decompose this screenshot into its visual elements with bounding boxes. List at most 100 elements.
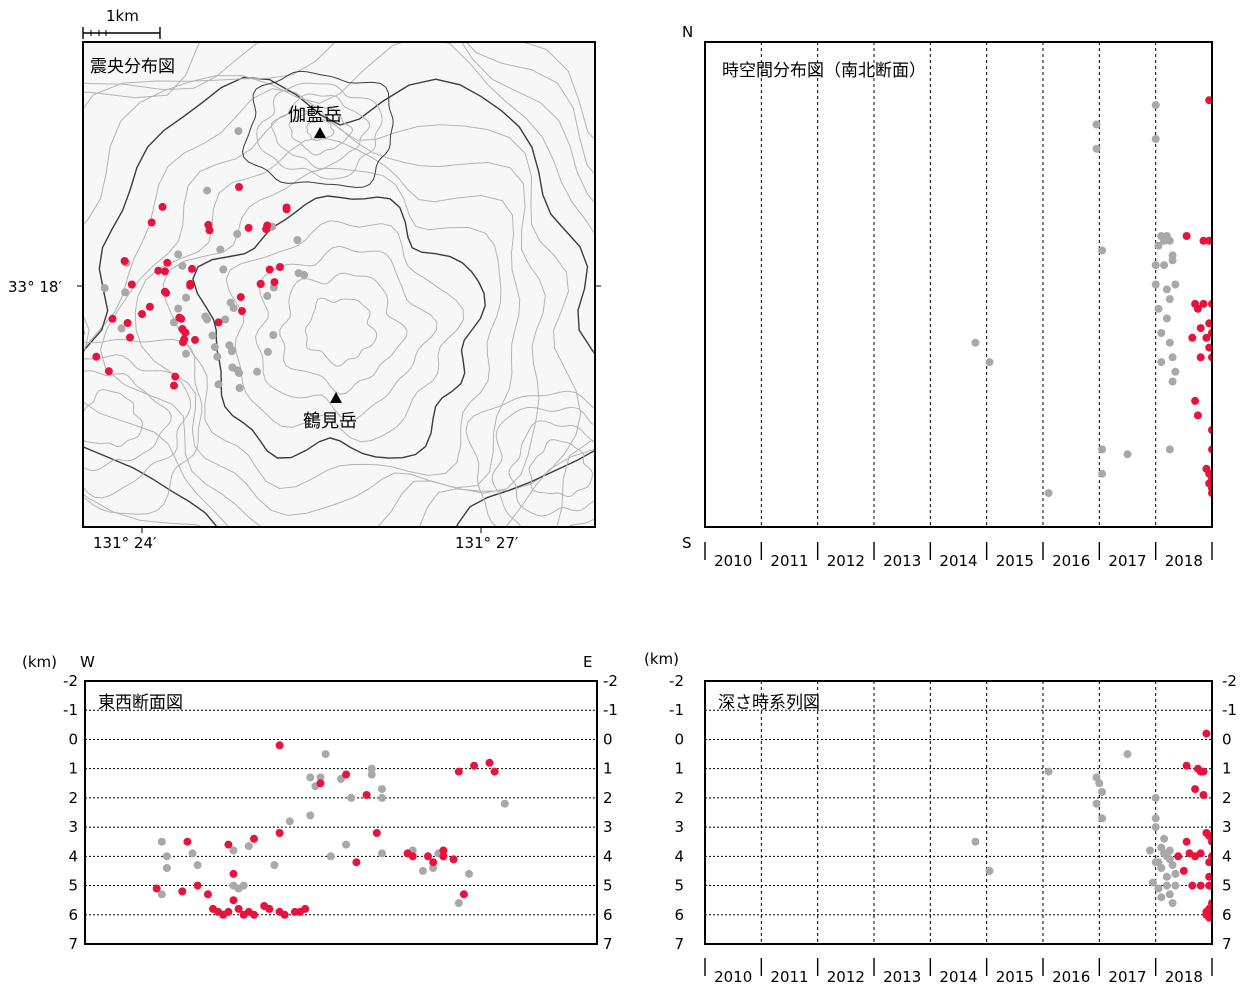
past-event-point	[285, 817, 294, 826]
depth-tick-label: 1	[603, 760, 613, 778]
past-event-point	[1171, 881, 1180, 890]
recent-event-point	[1182, 761, 1191, 770]
volcano-garan: 伽藍岳	[288, 105, 342, 138]
contour-line	[304, 297, 378, 367]
recent-event-point	[127, 280, 136, 289]
depth-axis: -2 -2 -1 -1 0 0 1 1 2 2 3 3 4 4 5 5 6 6 7 7	[63, 672, 618, 953]
past-event-point	[418, 866, 427, 875]
recent-event-point	[1205, 96, 1212, 105]
depth-tick-label: 2	[68, 789, 78, 807]
contour-line	[288, 105, 354, 156]
past-event-point	[1151, 823, 1160, 832]
recent-event-point	[250, 834, 258, 843]
past-event-point	[1151, 101, 1160, 110]
past-event-point	[1162, 285, 1171, 294]
past-event-point	[1171, 280, 1180, 289]
recent-event-point	[1191, 396, 1200, 405]
past-event-point	[500, 799, 509, 808]
depth-time-panel: 深さ時系列図 (km) -2 -2 -1 -1 0 0 1 1 2 2 3 3 4 4 5 5 6 6 7 7 201…	[644, 650, 1237, 986]
recent-event-point	[229, 869, 238, 878]
past-event-point	[157, 837, 166, 846]
ew-section-frame	[84, 680, 598, 945]
past-event-point	[235, 384, 244, 392]
depth-tick-label: -1	[1222, 701, 1237, 719]
recent-event-point	[1196, 353, 1205, 362]
past-event-point	[203, 186, 212, 195]
past-event-point	[182, 293, 190, 302]
recent-event-point	[1199, 299, 1208, 308]
past-event-point	[294, 269, 303, 278]
contour-line	[241, 70, 394, 188]
recent-event-point	[1188, 333, 1197, 342]
recent-event-point	[1191, 785, 1200, 794]
year-tick-label: 2010	[714, 552, 752, 570]
recent-event-point	[424, 852, 432, 861]
depth-tick-label: 3	[674, 818, 684, 836]
depth-tick-label: -2	[603, 672, 618, 690]
depth-tick-label: -1	[63, 701, 78, 719]
depth-tick-label: 3	[603, 818, 613, 836]
recent-event-point	[1214, 339, 1222, 347]
recent-event-point	[276, 263, 284, 271]
recent-event-point	[204, 220, 213, 229]
past-event-point	[178, 261, 187, 270]
volcano-tsurumi: 鶴見岳	[303, 392, 357, 432]
past-event-point	[378, 785, 386, 794]
past-event-point	[170, 318, 178, 327]
recent-event-point	[1205, 831, 1212, 840]
depth-tick-label: 5	[68, 877, 78, 895]
east-label: E	[583, 653, 592, 671]
recent-event-point	[275, 829, 284, 837]
depth-tick-label: 6	[603, 906, 613, 924]
recent-event-point	[282, 205, 291, 214]
scale-bar-label: 1km	[106, 7, 139, 25]
past-event-point	[1044, 767, 1053, 776]
recent-event-point	[186, 279, 195, 288]
past-event-point	[1098, 246, 1107, 255]
depth-tick-label: 3	[68, 818, 78, 836]
past-event-point	[985, 358, 994, 367]
past-event-point	[1165, 338, 1174, 347]
past-event-point	[1154, 884, 1163, 893]
recent-event-point	[485, 758, 494, 767]
recent-event-point	[470, 761, 479, 770]
past-event-point	[214, 380, 223, 389]
past-event-point	[1148, 878, 1157, 887]
depth-tick-label: 4	[68, 847, 78, 865]
depth-tick-label: 5	[674, 877, 684, 895]
past-event-point	[1092, 120, 1101, 129]
contour-line	[528, 439, 593, 498]
contour-line	[83, 88, 582, 527]
past-event-point	[269, 331, 278, 339]
recent-event-point	[160, 267, 169, 276]
year-tick-label: 2010	[714, 968, 752, 986]
past-event-point	[226, 298, 235, 307]
recent-event-point	[1199, 767, 1208, 776]
past-event-point	[1157, 864, 1166, 872]
recent-event-point	[250, 910, 258, 919]
recent-event-point	[1196, 881, 1205, 890]
contour-line	[83, 370, 172, 472]
past-event-point	[293, 236, 302, 244]
recent-event-point	[1199, 236, 1208, 245]
depth-tick-label: 0	[603, 730, 613, 748]
past-event-point	[233, 230, 242, 238]
past-event-point	[263, 291, 272, 300]
past-event-point	[347, 793, 356, 802]
depth-tick-label: 4	[603, 847, 613, 865]
past-event-point	[1165, 295, 1174, 304]
past-event-point	[1095, 779, 1104, 788]
contour-line	[491, 406, 595, 527]
past-event-point	[227, 347, 236, 356]
past-event-point	[1168, 256, 1177, 265]
contour-line	[83, 42, 595, 527]
year-axis: 2010 2011 2012 2013 2014 2015 2016 2017 2018	[704, 958, 1213, 986]
depth-tick-label: -2	[669, 672, 684, 690]
contour-line	[279, 272, 408, 395]
depth-tick-label: 7	[674, 935, 684, 953]
recent-event-point	[92, 352, 101, 361]
contour-line	[465, 390, 595, 527]
past-event-point	[182, 349, 190, 358]
contour-line	[192, 195, 486, 459]
recent-event-point	[214, 318, 223, 327]
